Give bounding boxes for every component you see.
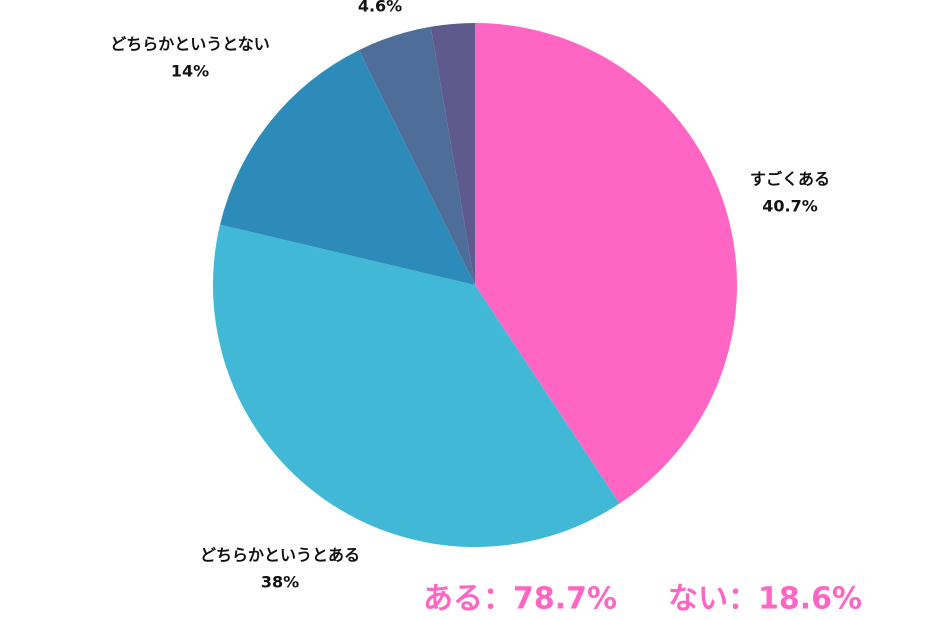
slice-name: すごくある: [750, 170, 830, 189]
pie-slice: [358, 26, 475, 286]
summary: ない：18.6%: [668, 582, 862, 617]
summary: ある：78.7%: [423, 582, 617, 617]
slice-value: 14%: [171, 62, 209, 81]
slice-value: 4.6%: [358, 0, 402, 16]
slice-value: 40.7%: [762, 197, 818, 216]
pie-slice: [213, 224, 620, 547]
slice-name: どちらかというとない: [110, 35, 270, 54]
pie-slice: [475, 23, 737, 504]
slice-name: どちらかというとある: [200, 546, 360, 565]
slice-value: 38%: [261, 573, 299, 592]
pie-slice: [220, 50, 475, 285]
pie-slice: [430, 23, 475, 285]
